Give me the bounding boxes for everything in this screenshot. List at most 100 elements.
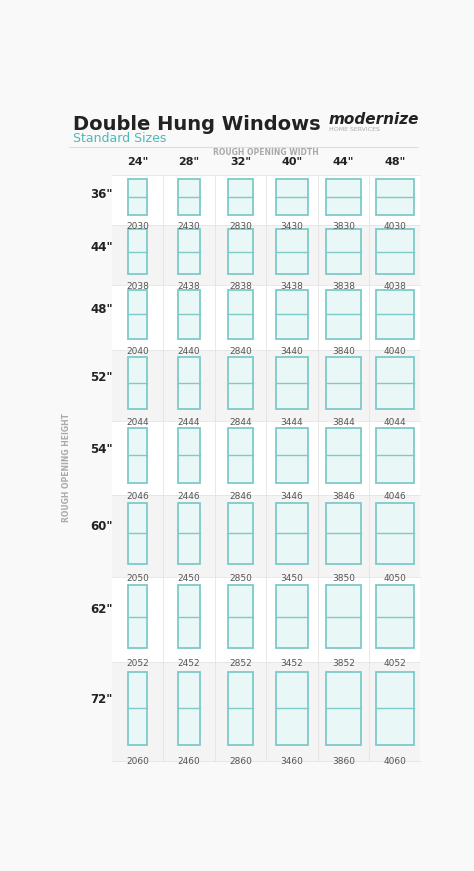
Text: 2830: 2830 (229, 221, 252, 231)
Bar (112, 285, 420, 350)
Bar (326, 672, 361, 745)
Text: 3830: 3830 (332, 221, 355, 231)
Bar (128, 585, 147, 648)
Text: Double Hung Windows: Double Hung Windows (73, 115, 321, 134)
Text: 4060: 4060 (383, 758, 406, 766)
Bar (326, 503, 361, 564)
Bar (128, 428, 147, 483)
Text: 3860: 3860 (332, 758, 355, 766)
Bar (326, 290, 361, 339)
Text: 72": 72" (90, 693, 113, 706)
Bar (326, 229, 361, 273)
Text: 2046: 2046 (126, 492, 149, 501)
Text: 48": 48" (384, 157, 405, 166)
Text: 4050: 4050 (383, 574, 406, 584)
Text: 2050: 2050 (126, 574, 149, 584)
Bar (376, 356, 414, 409)
Text: 2860: 2860 (229, 758, 252, 766)
Bar (128, 229, 147, 273)
Text: 3452: 3452 (281, 659, 303, 668)
Text: 2452: 2452 (178, 659, 201, 668)
Bar (112, 350, 420, 422)
Text: 3446: 3446 (281, 492, 303, 501)
Text: 2446: 2446 (178, 492, 201, 501)
Bar (228, 503, 253, 564)
Bar (376, 503, 414, 564)
Text: modernize: modernize (329, 112, 419, 127)
Bar (276, 179, 308, 215)
Bar (228, 428, 253, 483)
Bar (276, 428, 308, 483)
Bar (276, 356, 308, 409)
Bar (128, 179, 147, 215)
Text: 2030: 2030 (126, 221, 149, 231)
Text: 62": 62" (90, 603, 113, 616)
Bar (112, 496, 420, 577)
Bar (128, 503, 147, 564)
Text: 3440: 3440 (281, 348, 303, 356)
Text: 3850: 3850 (332, 574, 355, 584)
Text: Standard Sizes: Standard Sizes (73, 132, 166, 145)
Text: 4044: 4044 (383, 418, 406, 428)
Text: 44": 44" (333, 157, 354, 166)
Bar (276, 585, 308, 648)
Bar (178, 290, 200, 339)
Text: ROUGH OPENING WIDTH: ROUGH OPENING WIDTH (213, 148, 319, 157)
Text: 2038: 2038 (126, 281, 149, 291)
Text: 2044: 2044 (127, 418, 149, 428)
Bar (326, 356, 361, 409)
Text: 2850: 2850 (229, 574, 252, 584)
Text: 2438: 2438 (178, 281, 201, 291)
Text: 2852: 2852 (229, 659, 252, 668)
Text: 3852: 3852 (332, 659, 355, 668)
Bar (276, 503, 308, 564)
Text: 4052: 4052 (383, 659, 406, 668)
Text: 3840: 3840 (332, 348, 355, 356)
Text: 2460: 2460 (178, 758, 201, 766)
Bar (228, 229, 253, 273)
Bar (228, 585, 253, 648)
Text: 44": 44" (90, 241, 113, 254)
Text: 54": 54" (90, 443, 113, 456)
Bar (228, 290, 253, 339)
Text: 4030: 4030 (383, 221, 406, 231)
Text: 3838: 3838 (332, 281, 355, 291)
Text: 48": 48" (90, 303, 113, 316)
Text: 2430: 2430 (178, 221, 201, 231)
Text: 28": 28" (179, 157, 200, 166)
Bar (228, 179, 253, 215)
Bar (178, 428, 200, 483)
Text: 2444: 2444 (178, 418, 201, 428)
Text: 2844: 2844 (229, 418, 252, 428)
Text: 3438: 3438 (281, 281, 303, 291)
Bar (376, 179, 414, 215)
Bar (376, 672, 414, 745)
Bar (112, 175, 420, 225)
Bar (178, 356, 200, 409)
Bar (376, 428, 414, 483)
Text: 2060: 2060 (126, 758, 149, 766)
Bar (178, 585, 200, 648)
Text: 36": 36" (90, 187, 113, 200)
Bar (178, 503, 200, 564)
Bar (326, 428, 361, 483)
Text: 2846: 2846 (229, 492, 252, 501)
Bar (376, 585, 414, 648)
Bar (228, 672, 253, 745)
Text: 52": 52" (90, 371, 113, 384)
Bar (376, 290, 414, 339)
Bar (376, 229, 414, 273)
Bar (112, 662, 420, 760)
Text: ROUGH OPENING HEIGHT: ROUGH OPENING HEIGHT (62, 414, 71, 523)
Text: 24": 24" (127, 157, 148, 166)
Text: 3430: 3430 (281, 221, 303, 231)
Text: 3444: 3444 (281, 418, 303, 428)
Text: 4046: 4046 (383, 492, 406, 501)
Text: 4038: 4038 (383, 281, 406, 291)
Text: 2840: 2840 (229, 348, 252, 356)
Bar (178, 179, 200, 215)
Text: 3844: 3844 (332, 418, 355, 428)
Text: HOME SERVICES: HOME SERVICES (329, 127, 380, 132)
Bar (276, 229, 308, 273)
Text: 2450: 2450 (178, 574, 201, 584)
